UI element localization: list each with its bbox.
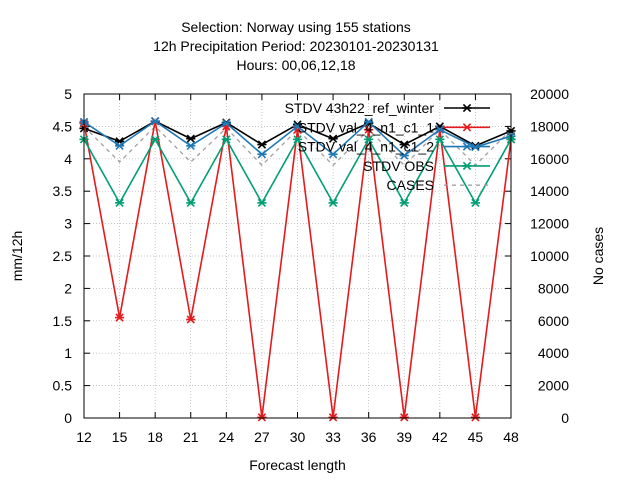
x-tick-label: 24 <box>219 429 235 445</box>
data-point <box>399 151 409 160</box>
x-tick-label: 36 <box>361 429 377 445</box>
data-point <box>364 135 374 144</box>
y-axis-label: mm/12h <box>9 231 25 282</box>
series-group <box>79 117 516 422</box>
legend-label-3: STDV OBS <box>363 158 434 174</box>
data-point <box>150 117 160 126</box>
legend-label-2: STDV val_4_n1_c1_2 <box>298 139 434 155</box>
y-tick-label: 2 <box>64 280 72 296</box>
y-tick-label: 0 <box>64 410 72 426</box>
y2-tick-label: 4000 <box>538 345 569 361</box>
x-tick-label: 48 <box>503 429 519 445</box>
y2-axis-label: No cases <box>590 227 606 285</box>
data-point <box>328 413 338 422</box>
data-point <box>399 198 409 208</box>
legend-label-4: CASES <box>387 177 434 193</box>
data-point <box>328 198 338 208</box>
y2-axis-ticks: 0 2000 4000 6000 8000 10000 12000 14000 16000 180… <box>505 86 569 426</box>
data-point <box>470 198 481 208</box>
data-point <box>257 140 267 149</box>
data-point <box>364 125 374 134</box>
legend: STDV 43h22_ref_winter STDV val_4_n1_c1_1 S… <box>285 100 490 193</box>
title-line-1: 12h Precipitation Period: 20230101-20230… <box>153 38 439 54</box>
data-point <box>257 150 267 159</box>
x-tick-label: 42 <box>432 429 448 445</box>
data-point <box>328 134 338 143</box>
plot-frame <box>83 93 512 419</box>
y-tick-label: 3.5 <box>53 183 73 199</box>
legend-marker-2 <box>462 142 472 151</box>
data-point <box>399 140 409 149</box>
x-tick-label: 33 <box>325 429 341 445</box>
legend-marker-0 <box>462 103 472 113</box>
data-point <box>186 134 196 143</box>
data-point <box>114 313 125 322</box>
y-tick-label: 4 <box>64 151 72 167</box>
y2-tick-label: 12000 <box>530 216 569 232</box>
data-point <box>150 135 160 144</box>
title-line-0: Selection: Norway using 155 stations <box>181 19 411 35</box>
y2-tick-label: 14000 <box>530 183 569 199</box>
x-axis-ticks: 12 15 18 21 24 27 30 33 36 39 42 45 48 <box>76 94 519 445</box>
data-point <box>435 135 445 144</box>
series-3 <box>79 135 516 208</box>
y-tick-label: 3 <box>64 216 72 232</box>
x-axis-label: Forecast length <box>249 457 346 473</box>
x-tick-label: 12 <box>76 429 92 445</box>
legend-marker-1 <box>462 123 472 132</box>
chart-title: Selection: Norway using 155 stations 12h … <box>153 19 439 73</box>
y2-tick-label: 20000 <box>530 86 569 102</box>
x-tick-label: 15 <box>112 429 128 445</box>
data-point <box>186 141 196 151</box>
data-point <box>186 315 196 324</box>
y-tick-label: 1 <box>64 345 72 361</box>
legend-label-1: STDV val_4_n1_c1_1 <box>298 119 434 135</box>
y2-tick-label: 8000 <box>538 280 569 296</box>
y-tick-label: 1.5 <box>53 313 73 329</box>
data-point <box>364 117 374 127</box>
data-point <box>364 118 374 128</box>
data-point <box>186 198 196 208</box>
x-tick-label: 18 <box>147 429 163 445</box>
data-point <box>221 118 231 128</box>
data-point <box>221 135 231 144</box>
x-tick-label: 39 <box>396 429 412 445</box>
data-point <box>328 150 338 159</box>
grid <box>84 94 511 418</box>
data-point <box>399 413 409 422</box>
x-tick-label: 21 <box>183 429 199 445</box>
x-tick-label: 27 <box>254 429 270 445</box>
y2-tick-label: 6000 <box>538 313 569 329</box>
y2-tick-label: 2000 <box>538 378 569 394</box>
data-point <box>257 198 267 208</box>
data-point <box>114 141 125 151</box>
data-point <box>435 125 445 134</box>
x-tick-label: 30 <box>290 429 306 445</box>
legend-marker-3 <box>462 161 472 171</box>
legend-label-0: STDV 43h22_ref_winter <box>285 100 435 116</box>
y-tick-label: 5 <box>64 86 72 102</box>
y2-tick-label: 18000 <box>530 118 569 134</box>
y-axis-ticks: 0 0.5 1 1.5 2 2.5 3 3.5 4 4.5 5 <box>53 86 90 426</box>
y2-tick-label: 16000 <box>530 151 569 167</box>
y2-tick-label: 10000 <box>530 248 569 264</box>
y-tick-label: 4.5 <box>53 118 73 134</box>
y-tick-label: 2.5 <box>53 248 73 264</box>
x-tick-label: 45 <box>468 429 484 445</box>
data-point <box>114 198 125 208</box>
data-point <box>292 122 303 131</box>
data-point <box>470 413 481 422</box>
data-point <box>257 413 267 422</box>
y-tick-label: 0.5 <box>53 378 73 394</box>
y2-tick-label: 0 <box>561 410 569 426</box>
title-line-2: Hours: 00,06,12,18 <box>236 57 355 73</box>
data-point <box>292 135 303 144</box>
